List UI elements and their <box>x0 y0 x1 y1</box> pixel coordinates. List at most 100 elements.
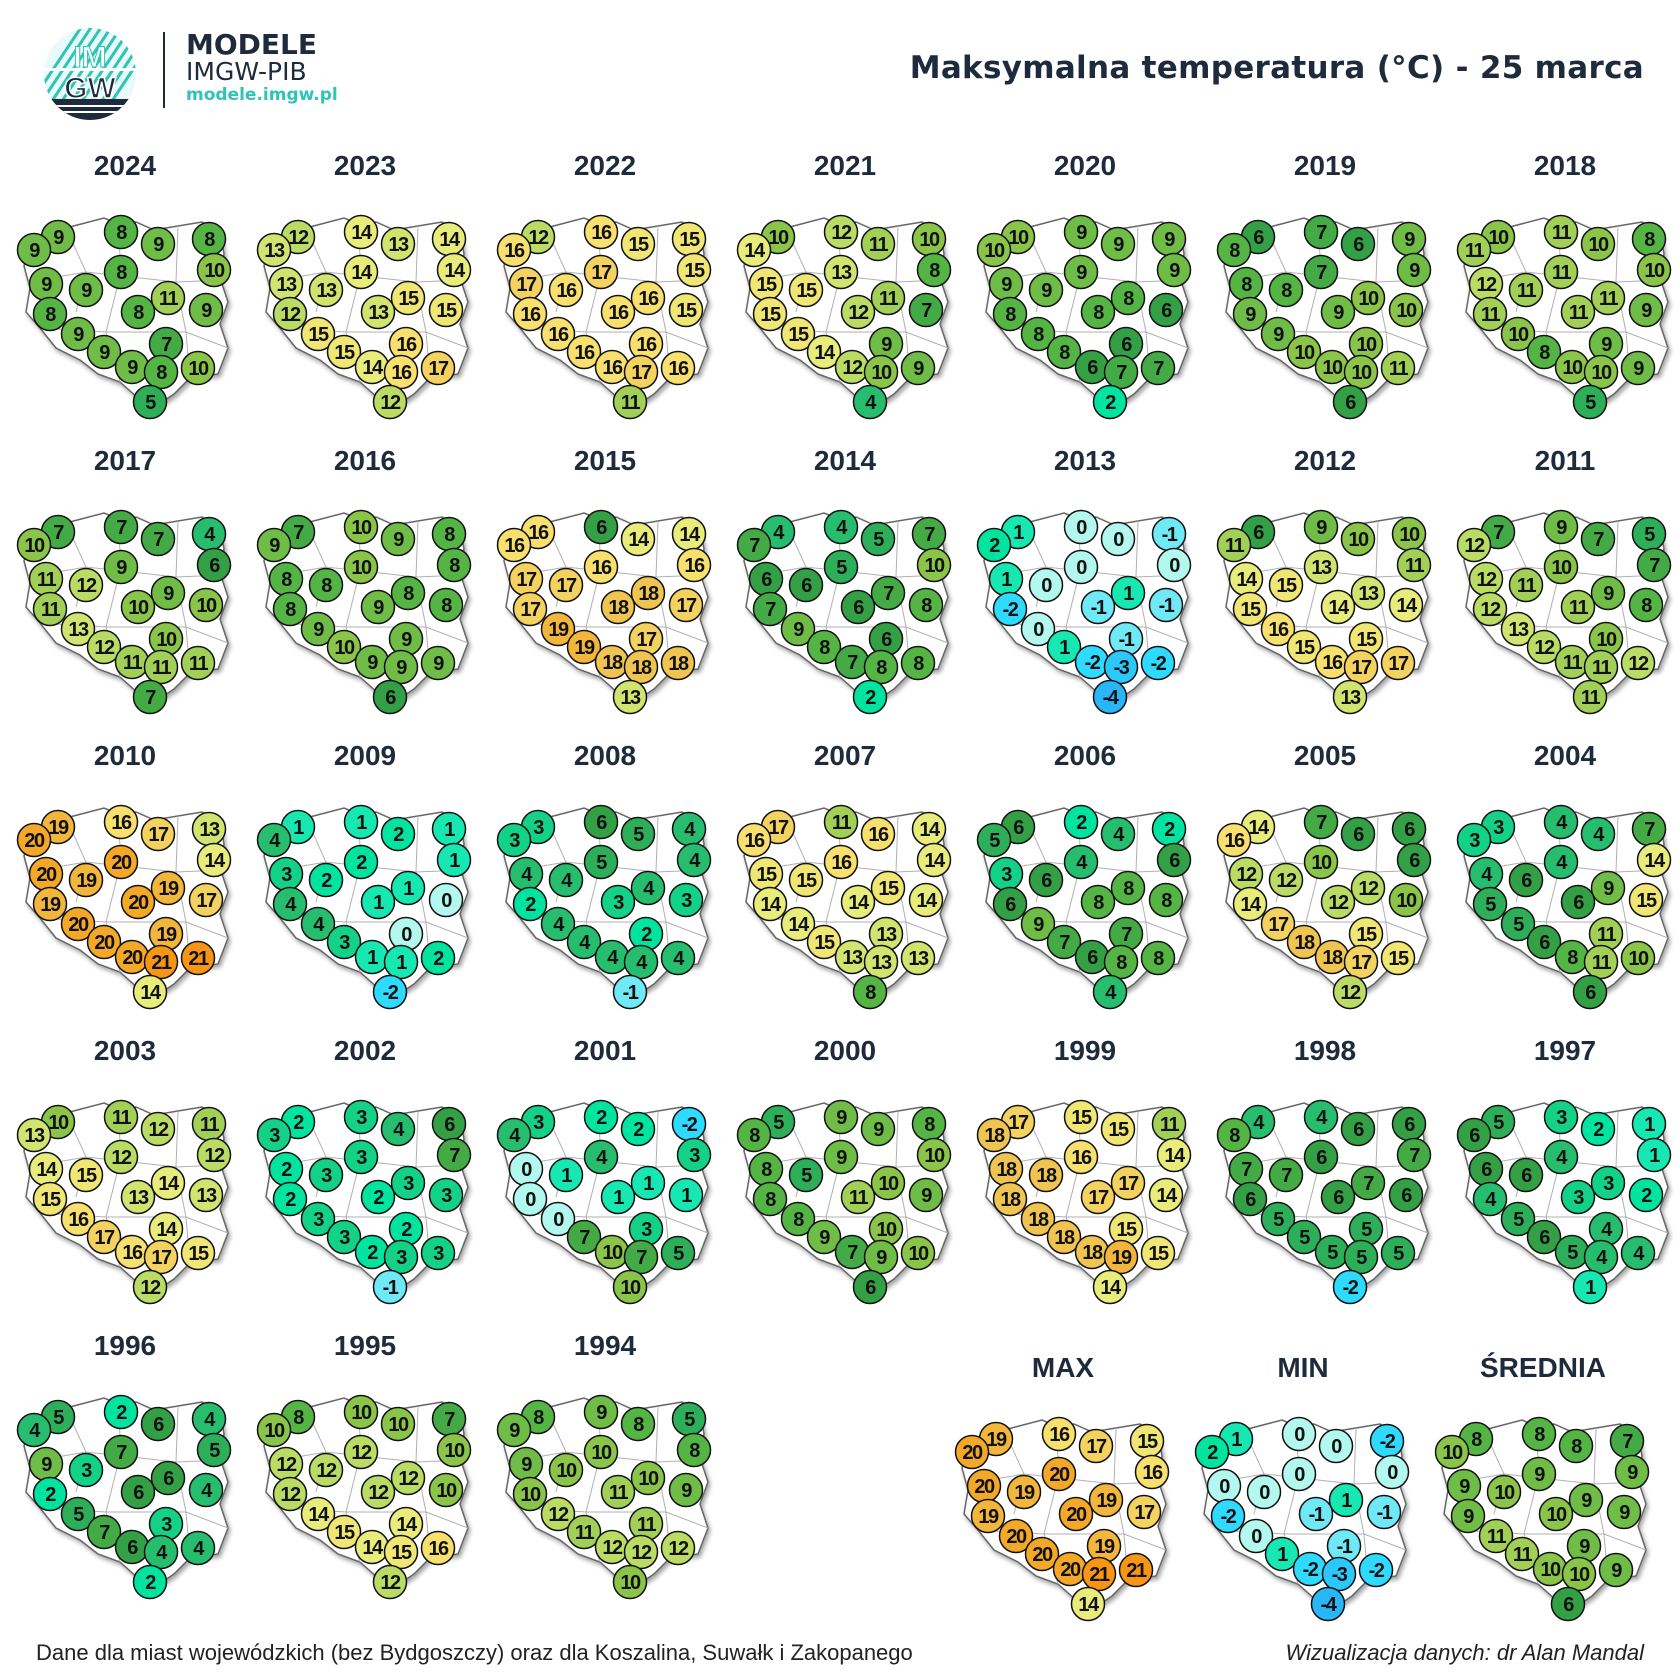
temperature-dot <box>1303 804 1339 840</box>
city-marker-torun: 17 <box>583 254 619 290</box>
temperature-dot <box>1041 1456 1077 1492</box>
temperature-dot <box>1620 350 1656 386</box>
temperature-dot <box>132 679 168 715</box>
city-marker-zakopane: 2 <box>1092 384 1128 420</box>
temperature-label: 12 <box>351 1442 372 1464</box>
temperature-label: 9 <box>116 557 127 579</box>
temperature-dot <box>60 611 96 647</box>
city-marker-krakow: 5 <box>1343 1239 1379 1275</box>
temperature-dot <box>1456 822 1492 858</box>
temperature-label: 16 <box>1071 1147 1092 1169</box>
city-marker-olsztyn: 8 <box>620 1406 656 1442</box>
temperature-label: -2 <box>1003 599 1019 621</box>
temperature-dot <box>1286 334 1322 370</box>
temperature-label: 16 <box>1142 1462 1163 1484</box>
temperature-dot <box>68 272 104 308</box>
temperature-label: 9 <box>1619 1502 1630 1524</box>
city-marker-olsztyn: 5 <box>860 521 896 557</box>
map-panel-1995: 1995 8 10 10 7 10 10 12 12 12 12 12 12 10 14 14 15 14 16 15… <box>246 1330 484 1600</box>
temperature-label: 7 <box>847 1242 858 1264</box>
city-marker-lublin: 14 <box>908 882 944 918</box>
temperature-label: 10 <box>1294 342 1315 364</box>
temperature-label: 1 <box>613 1187 624 1209</box>
temperature-label: 12 <box>1534 637 1555 659</box>
city-marker-olsztyn: 0 <box>1318 1428 1354 1464</box>
temperature-dot <box>1590 870 1626 906</box>
city-marker-katowice: 16 <box>114 1234 150 1270</box>
temperature-label: 10 <box>1588 234 1609 256</box>
temperature-label: 12 <box>602 1537 623 1559</box>
city-marker-poznan: 16 <box>548 272 584 308</box>
city-marker-wroclaw: 5 <box>1260 1201 1296 1237</box>
temperature-dot <box>668 1177 704 1213</box>
city-marker-lodz: 8 <box>1080 884 1116 920</box>
panel-title: 2003 <box>93 1035 157 1066</box>
city-marker-kielce: 17 <box>628 621 664 657</box>
temperature-dot <box>1148 1177 1184 1213</box>
city-marker-bialystok: 9 <box>1614 1454 1650 1490</box>
temperature-dot <box>1321 1556 1357 1592</box>
city-marker-lublin: 17 <box>1126 1494 1162 1530</box>
temperature-dot <box>1103 1239 1139 1275</box>
temperature-dot <box>1340 521 1376 557</box>
city-marker-bialystok: 7 <box>1396 1137 1432 1173</box>
city-marker-gorzow-wlkp: 13 <box>268 266 304 302</box>
temperature-label: 13 <box>842 947 863 969</box>
temperature-dot <box>256 822 292 858</box>
city-marker-zielona-gora: -2 <box>1210 1498 1246 1534</box>
temperature-label: 9 <box>1581 1490 1592 1512</box>
temperature-dot <box>343 804 379 840</box>
temperature-dot <box>566 629 602 665</box>
temperature-dot <box>1340 816 1376 852</box>
city-marker-lublin: 9 <box>668 1472 704 1508</box>
city-marker-opole: 16 <box>566 334 602 370</box>
temperature-label: 13 <box>316 280 337 302</box>
temperature-dot <box>1063 549 1099 585</box>
city-marker-suwalki: 11 <box>1151 1106 1187 1142</box>
temperature-label: 9 <box>876 1247 887 1269</box>
city-marker-bialystok: 8 <box>436 547 472 583</box>
city-marker-gdansk: 1 <box>343 804 379 840</box>
temperature-label: 15 <box>1294 637 1315 659</box>
city-marker-zielona-gora: 12 <box>272 296 308 332</box>
city-marker-szczecin: 5 <box>976 822 1012 858</box>
temperature-dot <box>736 1117 772 1153</box>
temperature-dot <box>823 804 859 840</box>
temperature-label: 14 <box>1248 817 1270 839</box>
city-marker-gdansk: 11 <box>823 804 859 840</box>
temperature-label: 14 <box>351 222 373 244</box>
temperature-label: 0 <box>1294 1464 1305 1486</box>
temperature-dot <box>870 280 906 316</box>
city-marker-zakopane: 14 <box>1092 1269 1128 1305</box>
temperature-label: -1 <box>1159 595 1175 617</box>
temperature-label: 5 <box>1513 1209 1524 1231</box>
logo-letters-bottom: GW <box>64 72 116 105</box>
city-marker-lodz: 8 <box>120 294 156 330</box>
temperature-dot <box>1521 1456 1557 1492</box>
city-marker-szczecin: 11 <box>1456 232 1492 268</box>
city-marker-szczecin: 2 <box>976 527 1012 563</box>
temperature-label: 2 <box>865 687 876 709</box>
temperature-label: 17 <box>1086 1436 1107 1458</box>
temperature-label: 6 <box>865 1277 876 1299</box>
temperature-label: 7 <box>444 1409 455 1431</box>
temperature-dot <box>86 1219 122 1255</box>
temperature-label: 10 <box>388 1414 409 1436</box>
city-marker-wroclaw: 15 <box>780 316 816 352</box>
temperature-label: 16 <box>548 324 569 346</box>
city-marker-suwalki: 14 <box>911 811 947 847</box>
temperature-dot <box>120 1474 156 1510</box>
temperature-label: 16 <box>744 830 765 852</box>
temperature-label: 2 <box>373 1187 384 1209</box>
temperature-label: 7 <box>1281 1165 1292 1187</box>
city-marker-gdansk: 7 <box>103 509 139 545</box>
city-marker-warszawa: 6 <box>150 1460 186 1496</box>
temperature-label: 13 <box>871 952 892 974</box>
temperature-label: 11 <box>1517 575 1537 597</box>
temperature-dot <box>428 587 464 623</box>
temperature-dot <box>840 589 876 625</box>
city-marker-suwalki: 1 <box>1631 1106 1667 1142</box>
